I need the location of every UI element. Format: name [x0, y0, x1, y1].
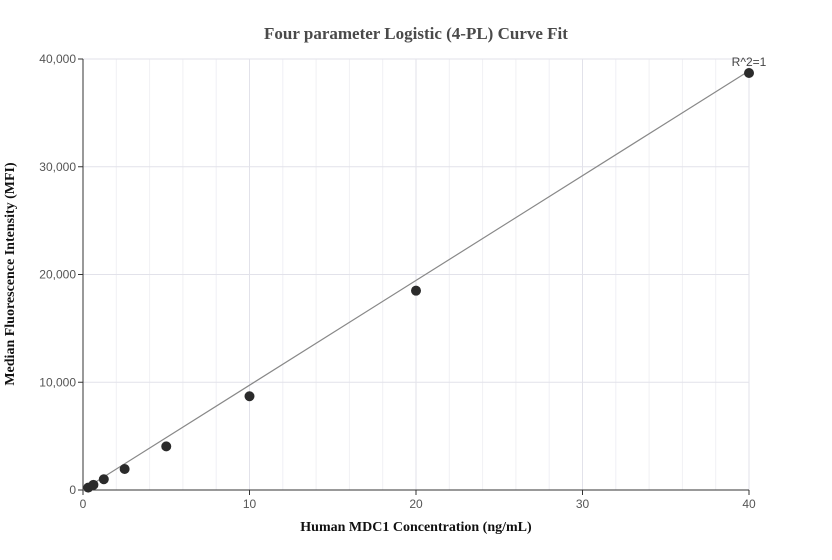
x-tick-label: 10: [243, 497, 257, 511]
fit-curve-layer: [82, 70, 750, 491]
x-tick-label: 0: [80, 497, 87, 511]
data-point: [411, 285, 421, 296]
data-point: [98, 474, 109, 485]
data-point: [119, 463, 130, 474]
y-tick-label: 30,000: [39, 160, 76, 174]
data-point: [161, 441, 172, 452]
y-axis-title: Median Fluorescence Intensity (MFI): [3, 162, 18, 386]
x-axis-title: Human MDC1 Concentration (ng/mL): [300, 520, 532, 535]
tick-labels: 0 10,000 20,000 30,000 40,000 0 10 20 30 40: [39, 52, 756, 511]
x-tick-label: 40: [742, 497, 756, 511]
y-tick-label: 10,000: [39, 375, 76, 389]
y-tick-label: 40,000: [39, 52, 76, 66]
x-tick-label: 30: [576, 497, 590, 511]
axes: [78, 58, 750, 495]
data-point: [244, 391, 255, 402]
chart-title: Four parameter Logistic (4-PL) Curve Fit: [264, 24, 568, 43]
y-tick-label: 0: [69, 483, 76, 497]
fit-curve-line: [82, 70, 750, 491]
y-tick-label: 20,000: [39, 268, 76, 282]
data-point: [88, 479, 99, 490]
grid-lines: [83, 58, 750, 490]
data-points: [83, 68, 754, 493]
x-tick-label: 20: [409, 497, 423, 511]
data-point: [744, 68, 754, 79]
r-squared-annotation: R^2=1: [732, 55, 767, 69]
